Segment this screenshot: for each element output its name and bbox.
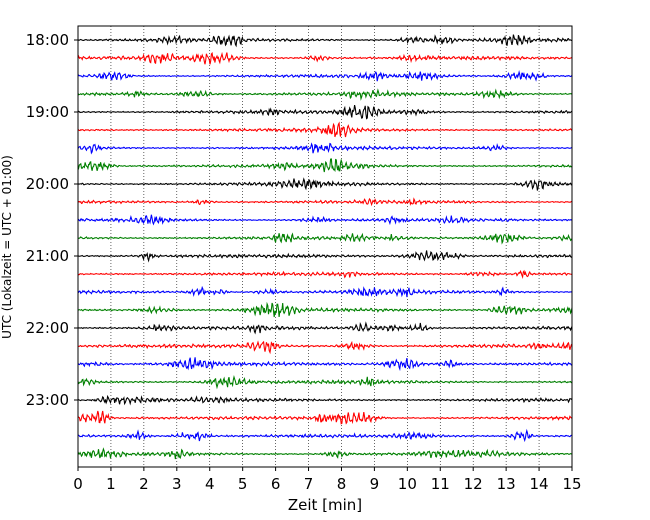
x-tick-label-14: 14: [530, 475, 549, 493]
trace-2300: [77, 394, 573, 406]
trace-2230: [77, 357, 573, 372]
seismogram-traces: [77, 34, 573, 460]
x-axis-label: Zeit [min]: [288, 496, 362, 514]
x-tick-label-6: 6: [271, 475, 281, 493]
x-tick-label-3: 3: [172, 475, 182, 493]
trace-2130: [77, 285, 573, 298]
trace-2245: [77, 374, 573, 390]
trace-1915: [77, 121, 573, 138]
plot-frame: [77, 25, 573, 468]
trace-2330: [77, 428, 573, 443]
trace-2200: [77, 321, 573, 335]
y-axis-label: UTC (Lokalzeit = UTC + 01:00): [0, 155, 14, 339]
x-tick-label-1: 1: [106, 475, 116, 493]
trace-2045: [77, 232, 573, 245]
y-axis-ticks: 18:00 19:00 20:00 21:00 22:00 23:00: [26, 31, 78, 409]
x-tick-label-2: 2: [139, 475, 149, 493]
x-tick-label-13: 13: [497, 475, 516, 493]
trace-2115: [77, 269, 573, 280]
y-tick-label-1: 19:00: [26, 103, 69, 121]
trace-1845: [77, 88, 573, 101]
x-axis-ticks: 0 1 2 3 4 5 6 7 8 9 10 11 12 13 14 15: [73, 467, 582, 493]
y-tick-label-5: 23:00: [26, 391, 69, 409]
y-tick-label-0: 18:00: [26, 31, 69, 49]
trace-2015: [77, 197, 573, 207]
x-tick-label-8: 8: [337, 475, 347, 493]
x-tick-label-10: 10: [398, 475, 417, 493]
y-tick-label-3: 21:00: [26, 247, 69, 265]
trace-2145: [77, 301, 573, 318]
trace-2000: [77, 177, 573, 191]
trace-2315: [77, 410, 573, 425]
x-tick-label-4: 4: [205, 475, 215, 493]
y-tick-label-2: 20:00: [26, 175, 69, 193]
trace-2345: [77, 447, 573, 460]
x-tick-label-7: 7: [304, 475, 314, 493]
x-tick-label-0: 0: [73, 475, 83, 493]
trace-1815: [77, 51, 573, 65]
trace-2030: [77, 214, 573, 226]
trace-2100: [78, 250, 573, 263]
x-tick-label-9: 9: [370, 475, 380, 493]
trace-1800: [77, 34, 573, 48]
trace-1830: [77, 70, 573, 82]
x-tick-label-5: 5: [238, 475, 248, 493]
y-tick-label-4: 22:00: [26, 319, 69, 337]
x-tick-label-12: 12: [464, 475, 483, 493]
trace-1900: [77, 105, 573, 120]
x-tick-label-15: 15: [562, 475, 581, 493]
trace-1945: [77, 158, 573, 173]
trace-1930: [77, 142, 573, 155]
trace-2215: [77, 340, 573, 355]
x-tick-label-11: 11: [431, 475, 450, 493]
